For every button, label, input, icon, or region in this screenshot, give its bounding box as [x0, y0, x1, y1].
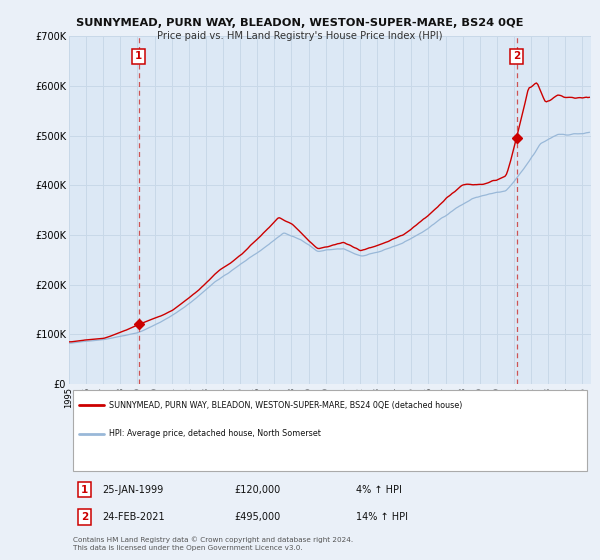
- FancyBboxPatch shape: [73, 390, 587, 471]
- Text: 14% ↑ HPI: 14% ↑ HPI: [356, 512, 408, 522]
- Text: SUNNYMEAD, PURN WAY, BLEADON, WESTON-SUPER-MARE, BS24 0QE (detached house): SUNNYMEAD, PURN WAY, BLEADON, WESTON-SUP…: [109, 400, 463, 409]
- Text: 2: 2: [513, 51, 520, 61]
- Text: 4% ↑ HPI: 4% ↑ HPI: [356, 484, 402, 494]
- Text: Price paid vs. HM Land Registry's House Price Index (HPI): Price paid vs. HM Land Registry's House …: [157, 31, 443, 41]
- Text: 24-FEB-2021: 24-FEB-2021: [102, 512, 164, 522]
- Text: 1: 1: [81, 484, 88, 494]
- Text: £495,000: £495,000: [235, 512, 281, 522]
- Text: 2: 2: [81, 512, 88, 522]
- Text: 1: 1: [135, 51, 142, 61]
- Text: 25-JAN-1999: 25-JAN-1999: [102, 484, 163, 494]
- Text: HPI: Average price, detached house, North Somerset: HPI: Average price, detached house, Nort…: [109, 429, 321, 438]
- Text: SUNNYMEAD, PURN WAY, BLEADON, WESTON-SUPER-MARE, BS24 0QE: SUNNYMEAD, PURN WAY, BLEADON, WESTON-SUP…: [76, 18, 524, 28]
- Text: £120,000: £120,000: [235, 484, 281, 494]
- Text: Contains HM Land Registry data © Crown copyright and database right 2024.
This d: Contains HM Land Registry data © Crown c…: [73, 536, 353, 552]
